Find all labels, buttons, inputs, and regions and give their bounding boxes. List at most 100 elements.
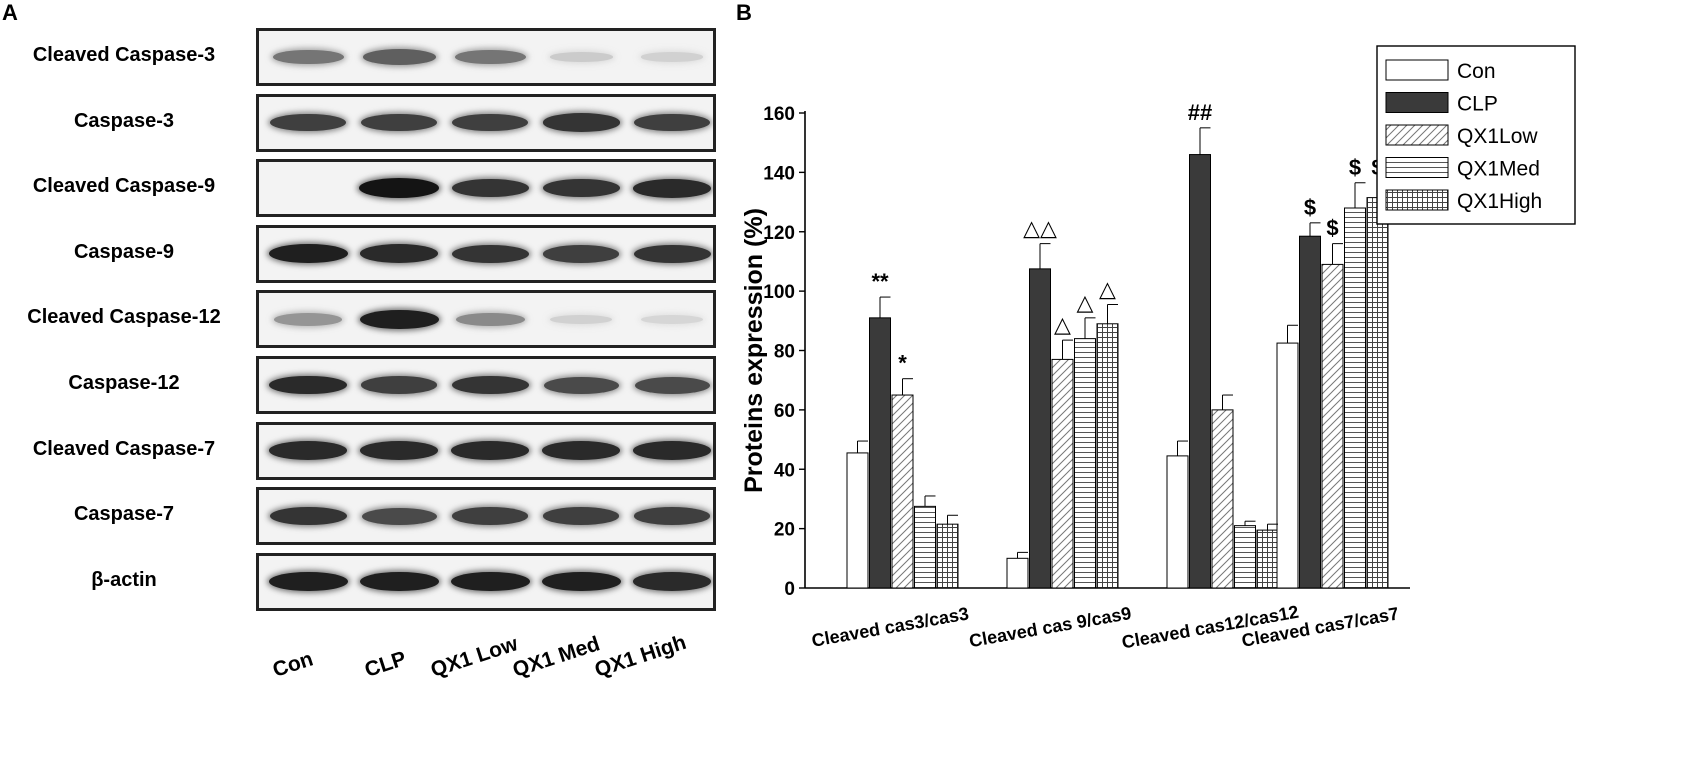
bar: [1006, 557, 1029, 589]
blot-row-label: Caspase-12: [68, 372, 180, 394]
y-tick-label: 100: [763, 282, 795, 303]
blot-row-label: Cleaved Caspase-3: [32, 44, 216, 66]
bar: [1256, 529, 1279, 589]
bar: [891, 394, 914, 589]
blot-band: [641, 314, 703, 324]
y-tick-label: 120: [763, 223, 795, 244]
blot-band: [272, 49, 344, 65]
chart-svg: 0 20 40 60 80 100 120 140 160 Proteins expression…: [740, 45, 1576, 653]
blot-strip: [256, 421, 716, 480]
category-label: Cleaved cas 9/cas9: [968, 603, 1133, 651]
bar: [1096, 323, 1119, 589]
blot-band: [542, 179, 620, 198]
legend-swatch: [1385, 189, 1449, 211]
blot-band: [451, 179, 529, 198]
legend-swatch: [1385, 59, 1449, 81]
significance-marker: $: [1326, 216, 1338, 241]
blot-band: [634, 113, 710, 132]
panel-a-letter: A: [2, 0, 18, 25]
bar: [1051, 358, 1074, 589]
bar: [1299, 235, 1321, 589]
lane-label: CLP: [362, 647, 410, 682]
blot-strip: [256, 290, 716, 349]
blot-band: [452, 507, 528, 525]
blot-band: [360, 441, 438, 460]
blot-band: [450, 572, 530, 592]
blot-band: [362, 49, 436, 65]
bar: [869, 317, 891, 589]
blot-band: [451, 244, 529, 263]
significance-marker: $: [1304, 195, 1316, 220]
bar: [1211, 409, 1234, 589]
blot-band: [268, 572, 348, 592]
significance-marker: △: [1077, 290, 1094, 315]
significance-marker: △: [1054, 312, 1071, 337]
blot-strip: [256, 356, 716, 414]
legend-swatch: [1385, 124, 1449, 146]
blot-band: [454, 49, 526, 65]
blot-band: [543, 244, 619, 263]
blot-strip: [256, 28, 716, 86]
blot-row-label: Caspase-9: [73, 240, 175, 263]
blot-band: [451, 441, 529, 460]
significance-marker: *: [898, 351, 907, 376]
panel-b-letter: B: [736, 0, 752, 25]
blot-band: [455, 312, 525, 327]
bar: [1276, 342, 1299, 589]
significance-marker: $: [1349, 155, 1361, 180]
blot-row-label: Cleaved Caspase-7: [32, 437, 216, 460]
y-tick-label: 0: [784, 579, 795, 600]
bar: [914, 505, 936, 589]
significance-marker: ##: [1188, 100, 1212, 125]
lane-label: QX1 Med: [510, 632, 603, 682]
blot-band: [269, 507, 347, 526]
chart-axes: 0 20 40 60 80 100 120 140 160 Proteins expression…: [740, 104, 1410, 600]
blot-band: [543, 376, 619, 394]
blot-row-label: β-actin: [91, 568, 157, 591]
panel-a-western-blot: A Cleaved Caspase-3 Caspase-3 Cleaved Casp…: [0, 0, 740, 752]
y-tick-label: 60: [774, 401, 795, 422]
y-axis-label: Proteins expression (%): [740, 208, 768, 493]
bar: [1321, 263, 1344, 589]
bar: [1366, 197, 1389, 589]
blot-band: [359, 572, 439, 592]
legend-label: Con: [1457, 60, 1496, 83]
blot-band: [633, 178, 711, 198]
blot-band: [269, 441, 347, 460]
bar: [1344, 207, 1366, 589]
lane-label: Con: [270, 647, 316, 682]
significance-marker: △△: [1023, 216, 1057, 241]
bar: [1166, 455, 1189, 589]
bar: [1189, 154, 1211, 589]
blot-band: [360, 244, 438, 264]
lane-label: QX1 High: [592, 630, 689, 682]
legend-label: CLP: [1457, 93, 1498, 116]
category-label: Cleaved cas3/cas3: [810, 603, 970, 650]
blot-band: [361, 113, 437, 132]
blot-band: [549, 52, 613, 62]
blot-row-label: Cleaved Caspase-9: [32, 175, 216, 198]
y-tick-label: 140: [763, 163, 795, 184]
y-tick-label: 160: [763, 104, 795, 125]
legend-label: QX1Low: [1457, 125, 1538, 148]
blot-band: [640, 52, 704, 62]
blot-band: [634, 376, 710, 394]
chart-bars: [846, 154, 1389, 589]
blot-strip: [256, 159, 716, 218]
blot-band: [361, 507, 437, 525]
blot-band: [452, 113, 528, 132]
bar: [1234, 525, 1256, 589]
blot-band: [633, 441, 711, 460]
blot-strip: [256, 93, 716, 152]
blot-strip: [256, 224, 716, 283]
y-tick-label: 40: [774, 460, 795, 481]
bar: [1074, 338, 1096, 589]
significance-marker: **: [871, 269, 889, 294]
legend-swatch: [1385, 92, 1449, 113]
blot-band: [274, 312, 342, 326]
blot-band: [633, 244, 711, 263]
bar: [1029, 268, 1051, 589]
blot-band: [634, 507, 710, 525]
significance-marker: △: [1099, 276, 1116, 301]
